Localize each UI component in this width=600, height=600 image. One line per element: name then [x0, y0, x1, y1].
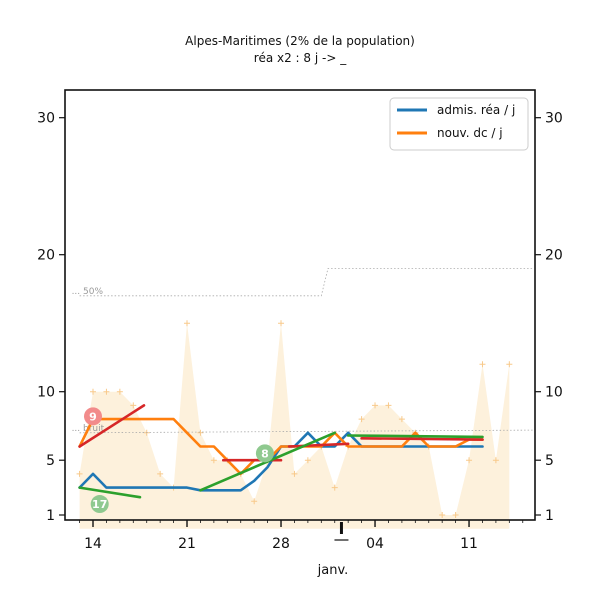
daily-value-marker: [304, 457, 311, 464]
trend-segment: [78, 486, 142, 499]
trend-segment: [78, 404, 146, 448]
y-tick-label-left: 20: [37, 248, 55, 264]
daily-value-marker: [466, 457, 473, 464]
y-tick-label-left: 30: [37, 111, 55, 127]
daily-value-marker: [76, 470, 83, 477]
badge-label: 8: [261, 447, 269, 460]
x-tick-label: 21: [178, 536, 196, 552]
chart-title: Alpes-Maritimes (2% de la population): [185, 34, 415, 48]
daily-value-marker: [210, 457, 217, 464]
badges: 9 17 8: [84, 407, 274, 514]
daily-value-marker: [103, 388, 110, 395]
trend-segment: [287, 442, 350, 448]
daily-value-marker: [372, 402, 379, 409]
y-tick-label-right: 5: [545, 453, 554, 469]
y-tick-label-left: 1: [46, 508, 55, 524]
badge-circle: [255, 444, 274, 463]
badge-circle: [90, 495, 109, 514]
series-line: [78, 417, 484, 476]
daily-value-marker: [90, 388, 96, 395]
chart-subtitle: réa x2 : 8 j -> _: [254, 51, 347, 65]
badge-label: 17: [92, 498, 107, 511]
badge-circle: [84, 407, 102, 426]
daily-value-marker: [278, 320, 285, 327]
x-tick-label: 14: [84, 536, 102, 552]
reference-line: [79, 429, 534, 434]
series-lines: [78, 417, 484, 492]
reference-line-label: ... 50%: [72, 287, 104, 297]
daily-value-marker: [291, 470, 298, 477]
legend-label-nouv-dc: nouv. dc / j: [437, 126, 503, 140]
daily-values-fill: [79, 323, 510, 529]
daily-value-marker: [439, 512, 446, 518]
y-tick-label-right: 20: [545, 248, 563, 264]
y-tick-label-right: 1: [545, 508, 554, 524]
y-tick-label-right: 30: [545, 111, 563, 127]
reference-lines: ... 50%... bruit: [72, 268, 534, 434]
daily-value-marker: [492, 457, 499, 464]
daily-value-marker: [358, 416, 365, 423]
reference-line: [79, 268, 534, 297]
daily-value-marker: [184, 320, 191, 327]
daily-value-marker: [479, 361, 486, 368]
daily-value-marker: [398, 416, 405, 423]
x-tick-label: 11: [460, 536, 478, 552]
daily-value-marker: [452, 512, 459, 518]
daily-value-marker: [116, 388, 123, 395]
daily-value-marker: [385, 402, 392, 409]
daily-value-marker: [157, 470, 164, 477]
daily-values-area: [76, 320, 513, 529]
y-tick-label-left: 10: [37, 385, 55, 401]
daily-value-marker: [331, 484, 338, 491]
badge-label: 9: [89, 410, 97, 423]
legend-label-admis-rea: admis. réa / j: [437, 103, 515, 117]
x-axis-label: janv.: [317, 563, 349, 578]
trend-segment: [346, 434, 484, 439]
y-tick-label-right: 10: [545, 385, 563, 401]
daily-value-marker: [251, 498, 258, 505]
legend: admis. réa / j nouv. dc / j: [389, 97, 529, 151]
x-tick-label: 28: [272, 536, 290, 552]
plot-frame: [64, 89, 536, 521]
y-tick-label-left: 5: [46, 453, 55, 469]
daily-value-marker: [130, 402, 137, 409]
daily-value-marker: [197, 429, 204, 436]
daily-value-marker: [506, 361, 513, 368]
x-tick-label: 04: [366, 536, 384, 552]
trend-segment: [360, 437, 484, 441]
